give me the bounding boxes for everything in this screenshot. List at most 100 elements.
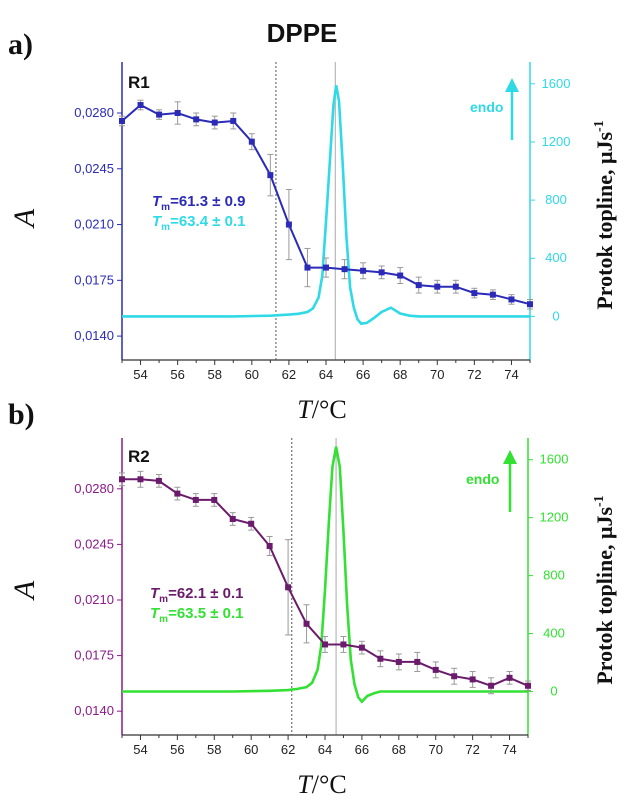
panel-a-absorbance-point	[285, 221, 292, 228]
panel-a-absorbance-point	[248, 138, 255, 145]
panel-a-absorbance-point	[174, 109, 181, 116]
panel-a-x-tick-label: 72	[467, 367, 481, 382]
panel-a-y-tick-label: 0,0140	[74, 328, 114, 343]
panel-b-x-tick-label: 72	[465, 742, 479, 757]
panel-b-y-tick-label: 0,0210	[74, 592, 114, 607]
panel-a-x-tick-label: 60	[245, 367, 259, 382]
panel-b-absorbance-point	[395, 658, 402, 665]
panel-b-absorbance-point	[285, 584, 292, 591]
panel-a: a) R1 endo Tm=61.3 ± 0.9 Tm=63.4 ± 0.1 A…	[8, 28, 617, 382]
panel-b-y2-label: Protok topline, μJs-1	[592, 495, 617, 684]
panel-a-tm-abs: Tm=61.3 ± 0.9	[152, 193, 245, 213]
panel-b-x-tick-label: 62	[281, 742, 295, 757]
panel-a-absorbance-point	[323, 264, 329, 271]
panel-b-y-tick-label: 0,0175	[74, 648, 114, 663]
panel-a-absorbance-point	[378, 269, 385, 276]
figure-title: DPPE	[267, 18, 338, 48]
panel-b-tm-abs: Tm=62.1 ± 0.1	[150, 585, 243, 605]
panel-a-y2-label: Protok topline, μJs-1	[592, 120, 617, 309]
panel-a-absorbance-point	[489, 291, 496, 298]
panel-a-y-tick-label: 0,0175	[74, 272, 114, 287]
panel-a-tm-dsc: Tm=63.4 ± 0.1	[152, 213, 245, 233]
panel-b-x-tick-label: 68	[392, 742, 406, 757]
panel-a-absorbance-point	[341, 266, 348, 273]
panel-b-y-tick-label: 0,0140	[74, 703, 114, 718]
panel-b-x-tick-label: 74	[502, 742, 516, 757]
panel-b-x-tick-label: 58	[207, 742, 221, 757]
panel-a-x-tick-label: 64	[319, 367, 333, 382]
panel-a-absorbance-point	[415, 282, 422, 289]
panel-b-y-label: A	[8, 580, 41, 601]
panel-a-absorbance-point	[193, 116, 200, 123]
panel-b-absorbance-point	[119, 476, 125, 483]
panel-a-absorbance-point	[434, 283, 441, 290]
panel-a-absorbance-point	[471, 290, 478, 297]
panel-a-absorbance-point	[267, 172, 274, 179]
panel-a-absorbance-point	[156, 111, 163, 118]
panel-b-absorbance-point	[155, 477, 162, 484]
panel-b-absorbance-point	[303, 620, 310, 627]
panel-b-absorbance-point	[192, 496, 199, 503]
panel-b-absorbance-point	[432, 666, 439, 673]
panel-a-absorbance-point	[119, 117, 125, 124]
panel-a-x-tick-label: 56	[170, 367, 184, 382]
panel-b: b) R2 endo Tm=62.1 ± 0.1 Tm=63.5 ± 0.1 A…	[8, 398, 617, 757]
panel-b-y2-tick-label: 800	[543, 568, 565, 583]
panel-a-y2-tick-label: 800	[545, 192, 567, 207]
panel-b-y-tick-label: 0,0280	[74, 481, 114, 496]
panel-b-letter: b)	[8, 398, 35, 431]
panel-b-endo-label: endo	[466, 471, 499, 487]
panel-b-x-tick-label: 66	[355, 742, 369, 757]
panel-b-dsc-line	[122, 446, 528, 704]
panel-a-absorbance-point	[230, 117, 237, 124]
panel-b-absorbance-point	[340, 641, 347, 648]
panel-b-x-label: T/°C	[297, 770, 346, 799]
panel-a-absorbance-point	[304, 264, 311, 271]
panel-b-absorbance-point	[248, 520, 255, 527]
panel-b-absorbance-point	[137, 476, 144, 483]
panel-b-absorbance-point	[469, 676, 476, 683]
panel-b-y2-tick-label: 1600	[540, 452, 569, 467]
panel-a-absorbance-point	[527, 301, 533, 308]
panel-a-absorbance-point	[137, 102, 144, 109]
panel-a-endo-arrow-icon	[505, 78, 519, 140]
panel-a-x-tick-label: 66	[356, 367, 370, 382]
panel-b-x-tick-label: 70	[428, 742, 442, 757]
panel-a-y-tick-label: 0,0280	[74, 105, 114, 120]
panel-b-x-tick-label: 54	[133, 742, 147, 757]
panel-a-y-tick-label: 0,0210	[74, 217, 114, 232]
panel-a-x-tick-label: 58	[207, 367, 221, 382]
panel-b-absorbance-point	[211, 496, 218, 503]
panel-b-absorbance-point	[488, 682, 495, 689]
panel-a-y-tick-label: 0,0245	[74, 161, 114, 176]
panel-b-y2-tick-label: 1200	[540, 510, 569, 525]
panel-b-x-tick-label: 60	[244, 742, 258, 757]
panel-b-absorbance-point	[451, 673, 458, 680]
panel-a-y2-tick-label: 1600	[542, 76, 571, 91]
panel-a-endo-label: endo	[470, 99, 503, 115]
panel-a-y2-tick-label: 0	[552, 308, 559, 323]
panel-a-series-label: R1	[128, 73, 150, 92]
panel-b-absorbance-point	[174, 490, 181, 497]
panel-a-y2-tick-label: 1200	[542, 134, 571, 149]
panel-a-x-tick-label: 74	[504, 367, 518, 382]
panel-a-x-tick-label: 70	[430, 367, 444, 382]
panel-b-absorbance-point	[506, 674, 513, 681]
panel-b-y2-tick-label: 400	[543, 626, 565, 641]
panel-a-x-label: T/°C	[297, 395, 346, 424]
panel-a-absorbance-point	[508, 296, 515, 303]
panel-b-absorbance-point	[377, 655, 384, 662]
panel-a-letter: a)	[8, 28, 33, 61]
panel-a-absorbance-point	[397, 272, 404, 279]
panel-b-series-label: R2	[128, 447, 150, 466]
panel-a-absorbance-point	[360, 267, 367, 274]
panel-b-absorbance-point	[229, 516, 236, 522]
panel-a-x-tick-label: 62	[282, 367, 296, 382]
panel-b-x-tick-label: 56	[170, 742, 184, 757]
panel-b-absorbance-point	[414, 658, 421, 665]
panel-b-endo-arrow-icon	[503, 450, 517, 512]
panel-b-absorbance-point	[322, 641, 328, 648]
panel-a-x-tick-label: 54	[133, 367, 147, 382]
panel-a-x-tick-label: 68	[393, 367, 407, 382]
